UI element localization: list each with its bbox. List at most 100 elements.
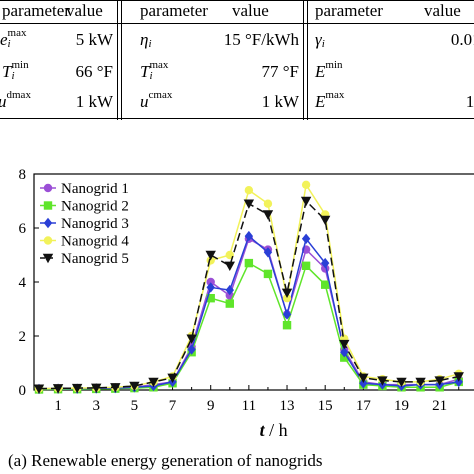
- x-tick-label: 11: [242, 398, 256, 414]
- y-tick-label: 8: [19, 167, 27, 183]
- data-point: [244, 258, 254, 268]
- data-point: [148, 377, 159, 388]
- data-point: [415, 377, 426, 388]
- data-point: [186, 334, 197, 344]
- x-tick-label: 17: [356, 398, 372, 414]
- legend-entry: Nanogrid 2: [40, 199, 129, 215]
- data-point: [301, 233, 311, 244]
- x-tick-label: 5: [131, 398, 139, 414]
- data-point: [358, 373, 369, 384]
- table-header-parameter: parameter: [315, 1, 383, 20]
- legend-label: Nanogrid 3: [61, 216, 129, 232]
- legend-marker: [43, 217, 53, 229]
- data-point: [301, 180, 311, 189]
- legend-marker: [43, 236, 53, 245]
- data-point: [282, 321, 292, 330]
- table-parameter-value: 1 kW: [75, 92, 113, 111]
- data-point: [319, 215, 331, 226]
- data-point: [243, 199, 255, 209]
- data-point: [244, 230, 254, 242]
- data-point: [377, 376, 388, 386]
- table-parameter-symbol: e max i: [0, 27, 27, 51]
- data-point: [320, 280, 330, 289]
- data-point: [339, 339, 350, 350]
- x-tick-label: 19: [394, 398, 409, 414]
- data-point: [206, 282, 215, 293]
- data-point: [91, 383, 102, 394]
- table-header-parameter: parameter: [2, 1, 70, 20]
- table-parameter-value: 16 kWh: [465, 92, 474, 111]
- table-parameter-symbol: udmax: [0, 89, 31, 111]
- table-header-value: value: [66, 1, 103, 20]
- x-tick-label: 21: [432, 398, 447, 414]
- data-point: [205, 250, 216, 261]
- data-point: [359, 378, 368, 389]
- data-point: [52, 384, 64, 394]
- table-divider-1b: [121, 0, 122, 120]
- table-parameter-value: 77 °F: [261, 62, 299, 81]
- table-header-value: value: [424, 1, 461, 20]
- data-point: [282, 309, 292, 320]
- legend-entry: Nanogrid 4: [40, 234, 129, 250]
- data-point: [340, 353, 349, 362]
- data-point: [263, 199, 273, 208]
- x-tick-label: 15: [318, 398, 333, 414]
- table-divider-2a: [303, 0, 304, 120]
- data-point: [263, 269, 273, 279]
- legend-label: Nanogrid 1: [61, 181, 129, 197]
- table-divider-1a: [117, 0, 118, 120]
- data-point: [281, 288, 293, 298]
- data-point: [301, 261, 311, 270]
- data-point: [340, 347, 349, 358]
- y-tick-label: 4: [19, 275, 27, 291]
- x-tick-label: 1: [54, 398, 62, 414]
- data-point: [187, 344, 196, 355]
- table-parameter-value: 0.01 ¢/(°F: [450, 30, 474, 49]
- table-bottom-rule: [0, 118, 474, 119]
- data-point: [110, 383, 121, 393]
- data-point: [300, 196, 312, 207]
- parameter-table: parameter value parameter value parameter val…: [0, 0, 474, 120]
- legend-entry: Nanogrid 1: [40, 181, 129, 197]
- legend-marker: [43, 183, 53, 193]
- data-point: [225, 299, 234, 308]
- data-point: [320, 257, 330, 269]
- table-parameter-symbol: η i: [140, 30, 152, 51]
- y-tick-label: 2: [19, 329, 27, 345]
- table-divider-2b: [307, 0, 308, 120]
- series-2: [34, 258, 463, 394]
- x-tick-label: 13: [280, 398, 295, 414]
- x-tick-label: 7: [169, 398, 177, 414]
- data-point: [453, 372, 464, 382]
- legend-marker: [42, 253, 54, 264]
- series-5: [33, 196, 464, 394]
- data-point: [263, 247, 273, 258]
- data-point: [454, 376, 463, 388]
- y-tick-label: 6: [19, 221, 27, 237]
- data-point: [225, 284, 234, 296]
- data-point: [262, 210, 274, 220]
- table-parameter-symbol: γ i: [315, 30, 325, 51]
- data-point: [167, 373, 178, 384]
- x-tick-label: 3: [92, 398, 100, 414]
- data-point: [244, 186, 254, 195]
- table-parameter-value: 5 kW: [75, 30, 113, 49]
- table-parameter-value: 1 kW: [261, 92, 299, 111]
- data-point: [434, 376, 445, 386]
- figure-caption: (a) Renewable energy generation of nanog…: [8, 451, 323, 470]
- legend-entry: Nanogrid 3: [40, 216, 129, 232]
- data-point: [206, 294, 215, 303]
- y-tick-label: 0: [19, 383, 27, 399]
- table-header-value: value: [232, 1, 269, 20]
- data-point: [396, 377, 407, 388]
- table-parameter-value: 66 °F: [75, 62, 113, 81]
- data-point: [224, 261, 235, 271]
- legend-entry: Nanogrid 5: [40, 251, 129, 267]
- data-point: [206, 277, 215, 287]
- table-parameter-value: 15 °F/kWh: [223, 30, 299, 49]
